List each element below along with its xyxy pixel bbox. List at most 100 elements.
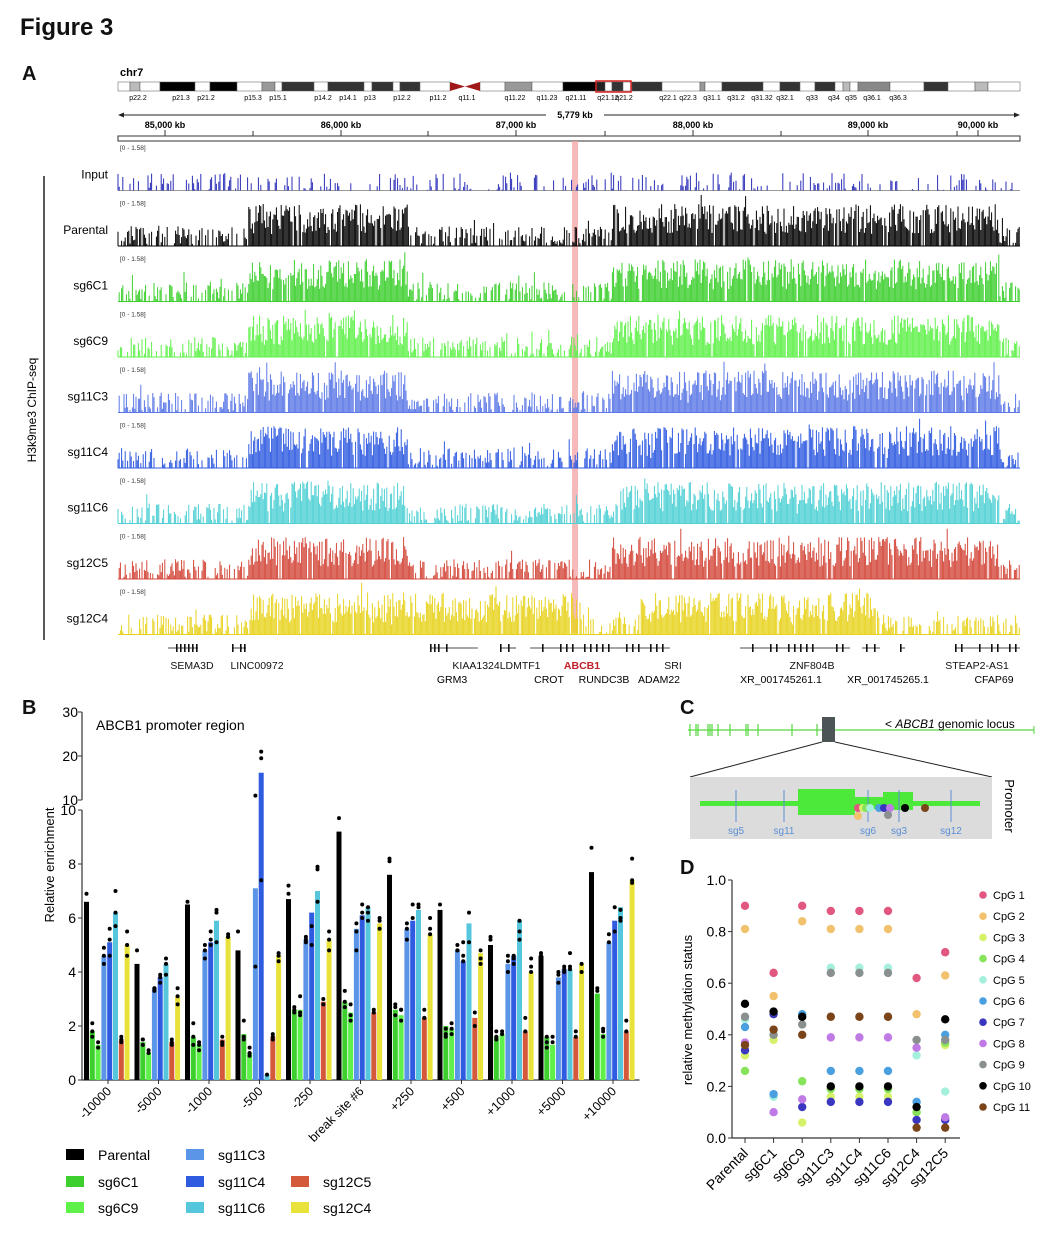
data-point — [298, 1013, 303, 1018]
data-point — [119, 1040, 124, 1045]
legend-marker — [979, 1060, 987, 1069]
gene-label: RUNDC3B — [579, 674, 630, 686]
track-parental — [117, 195, 1020, 247]
data-point — [404, 926, 409, 931]
data-point — [912, 1043, 921, 1052]
data-point — [455, 943, 460, 947]
data-point — [354, 921, 359, 926]
sgrna-label: sg11 — [774, 826, 795, 837]
chromosome-band — [479, 81, 506, 92]
data-point — [883, 1012, 893, 1021]
chart-title: ABCB1 promoter region — [96, 717, 245, 733]
y-tick-label: 10 — [60, 802, 76, 818]
bar — [377, 923, 383, 1080]
track-label: sg6C1 — [73, 279, 108, 293]
data-point — [941, 1113, 950, 1122]
data-point — [164, 961, 168, 966]
data-point — [202, 943, 207, 947]
data-point — [855, 1066, 864, 1076]
chromosome-band — [209, 81, 238, 92]
data-point — [226, 934, 231, 939]
data-point — [90, 1029, 95, 1034]
bar — [342, 1001, 348, 1080]
data-point — [107, 937, 112, 942]
data-point — [410, 902, 415, 907]
exon — [500, 644, 502, 652]
exon — [794, 644, 796, 652]
data-point — [342, 999, 347, 1004]
chromosome-band — [631, 81, 663, 92]
bar — [348, 1012, 354, 1080]
data-point — [529, 956, 534, 961]
arrowhead-right — [1014, 112, 1020, 118]
bar — [544, 1036, 550, 1080]
bar — [410, 920, 416, 1080]
data-point — [941, 1087, 950, 1096]
chromosome-band — [923, 81, 949, 92]
data-point — [826, 1012, 835, 1021]
exon — [866, 644, 868, 652]
data-point — [556, 972, 561, 977]
panel-b-bar-chart: ABCB1 promoter region1020300246810Relati… — [42, 704, 640, 1216]
data-point — [428, 932, 433, 937]
data-point — [601, 1034, 606, 1039]
band-label: p21.3 — [172, 95, 190, 102]
data-point — [377, 918, 382, 923]
band-label: p21.2 — [197, 95, 215, 102]
chromosome-ideogram — [117, 80, 1021, 93]
locus-label-suffix: genomic locus — [935, 717, 1015, 731]
abcb1-locus — [688, 717, 1035, 742]
cpg-site-marker — [886, 804, 894, 812]
bar — [208, 942, 214, 1080]
data-point — [140, 1037, 145, 1042]
data-point — [135, 948, 139, 953]
exon — [438, 644, 440, 652]
track-range-label: [0 - 1.58] — [120, 589, 146, 596]
data-point — [253, 964, 258, 969]
track-sg11c6 — [117, 478, 1020, 524]
data-point — [220, 1034, 225, 1039]
data-point — [152, 988, 157, 993]
exon — [180, 644, 182, 652]
exon — [979, 644, 981, 652]
bar — [600, 1034, 606, 1080]
gene-label: LINC00972 — [230, 660, 283, 672]
legend-swatch — [291, 1202, 309, 1213]
data-point — [208, 929, 213, 934]
bar — [336, 831, 342, 1080]
bar — [404, 928, 410, 1080]
chromosome-band — [699, 81, 706, 92]
data-point — [113, 924, 118, 929]
chromosome-band — [857, 81, 891, 92]
bar — [235, 950, 241, 1080]
track-label: sg11C4 — [68, 445, 109, 459]
legend-label: sg12C4 — [323, 1200, 371, 1216]
exon — [608, 644, 610, 652]
exon — [626, 644, 628, 652]
data-point — [197, 1048, 202, 1053]
data-point — [573, 1034, 578, 1039]
bar — [589, 872, 594, 1080]
data-point — [90, 1034, 95, 1039]
data-point — [798, 1077, 807, 1086]
bar — [567, 969, 573, 1080]
data-point — [309, 924, 314, 929]
exon — [991, 644, 993, 652]
data-point — [393, 1013, 398, 1018]
y-axis-label: relative methylation status — [680, 934, 695, 1085]
data-point — [428, 916, 433, 920]
data-point — [399, 1018, 404, 1023]
bar — [326, 939, 332, 1080]
track-label: sg11C6 — [68, 501, 109, 515]
bar — [437, 909, 443, 1080]
track-label: sg12C5 — [67, 556, 109, 570]
exon — [184, 644, 186, 652]
promoter-label: Promoter — [1002, 779, 1017, 833]
bar — [550, 1044, 556, 1080]
panel-d-label: D — [680, 857, 695, 879]
data-point — [494, 1037, 499, 1042]
data-point — [422, 1015, 427, 1020]
data-point — [883, 924, 893, 934]
data-point — [798, 917, 807, 926]
track-sg11c4 — [117, 418, 1020, 469]
